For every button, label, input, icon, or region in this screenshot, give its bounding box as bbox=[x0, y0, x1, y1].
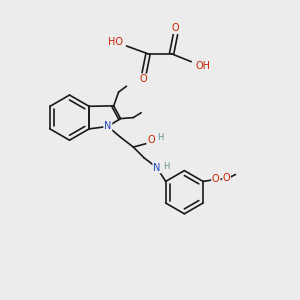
Text: H: H bbox=[157, 133, 163, 142]
Text: HO: HO bbox=[107, 37, 122, 47]
Text: O: O bbox=[139, 74, 147, 84]
Text: H: H bbox=[163, 162, 169, 171]
Text: O: O bbox=[172, 23, 179, 33]
Text: OH: OH bbox=[195, 61, 210, 70]
Text: N: N bbox=[153, 163, 161, 173]
Text: O: O bbox=[147, 135, 155, 145]
Text: O: O bbox=[223, 173, 230, 184]
Text: O: O bbox=[212, 174, 220, 184]
Text: N: N bbox=[104, 122, 112, 131]
